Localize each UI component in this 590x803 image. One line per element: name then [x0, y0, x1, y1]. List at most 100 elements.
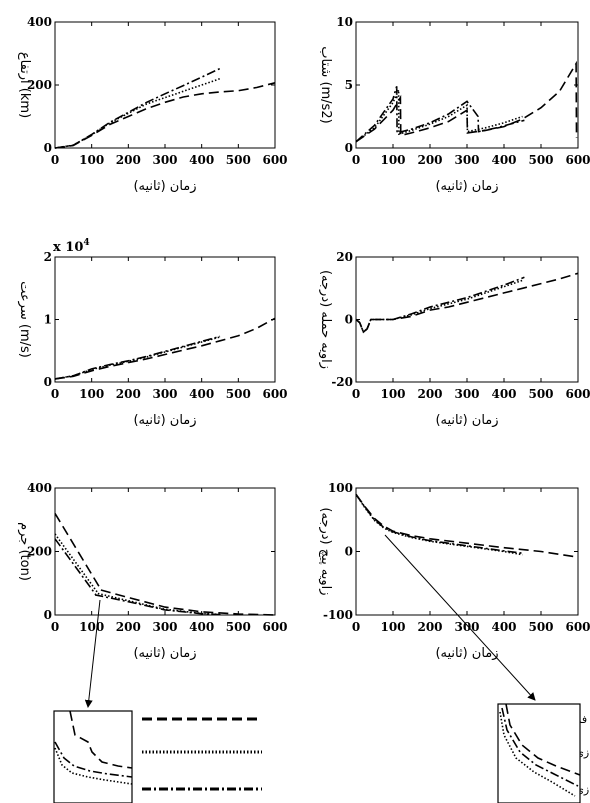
plot-frame	[355, 487, 579, 616]
x-tick-label: 100	[380, 620, 405, 634]
x-tick-label: 100	[79, 153, 104, 167]
y-tick-label: 400	[27, 15, 52, 29]
zoom-inset-mass	[53, 710, 133, 803]
inset-line-dotted	[54, 747, 133, 785]
x-tick-label: 400	[189, 387, 214, 401]
inset-line-dashdot	[54, 741, 133, 778]
x-axis-label: زمان (ثانیه)	[133, 646, 196, 661]
x-tick-label: 0	[51, 387, 59, 401]
x-tick-label: 0	[352, 387, 360, 401]
y-tick-label: 0	[44, 608, 52, 622]
x-tick-label: 0	[352, 153, 360, 167]
x-tick-label: 100	[79, 387, 104, 401]
x-axis-label: زمان (ثانیه)	[435, 413, 498, 428]
y-tick-label: 0	[345, 545, 353, 559]
x-tick-label: 100	[380, 387, 405, 401]
x-tick-label: 200	[417, 620, 442, 634]
x-tick-label: 600	[565, 620, 590, 634]
series-line-dashed	[54, 512, 276, 616]
x-tick-label: 400	[189, 153, 214, 167]
x-tick-label: 500	[528, 153, 553, 167]
series-line-dashed	[54, 82, 276, 149]
x-tick-label: 0	[51, 620, 59, 634]
y-tick-label: 0	[345, 141, 353, 155]
series-line-dashed	[355, 272, 579, 334]
axis-multiplier: x 104	[53, 238, 90, 255]
y-axis-label: زاویه پیچ (درجه)	[318, 507, 333, 595]
inset-frame	[53, 710, 133, 803]
x-tick-label: 300	[454, 620, 479, 634]
series-line-dashdot	[355, 493, 525, 555]
series-line-dashed	[355, 493, 579, 558]
x-tick-label: 500	[226, 620, 251, 634]
y-tick-label: 100	[328, 481, 353, 495]
plot-frame	[54, 256, 276, 383]
panel-5: 0 100 200 300 400 500 600 0 200 400 زمان (ثانیه) جر…	[17, 481, 288, 661]
series-line-dotted	[54, 533, 221, 616]
y-tick-label: 200	[27, 78, 52, 92]
series-line-dashed	[355, 60, 578, 143]
y-tick-label: 200	[27, 545, 52, 559]
x-tick-label: 0	[51, 153, 59, 167]
panel-1: 0 100 200 300 400 500 600 0 200 400 زمان (ثانیه) ار…	[17, 15, 288, 194]
x-tick-label: 0	[352, 620, 360, 634]
inset-line-dashdot	[501, 707, 579, 787]
x-tick-label: 200	[417, 153, 442, 167]
zoom-inset-pitch	[497, 703, 581, 803]
y-tick-label: -100	[323, 608, 353, 622]
series-line-dashdot	[355, 276, 525, 334]
inset-line-dashed	[505, 703, 581, 776]
x-tick-label: 100	[79, 620, 104, 634]
x-tick-label: 500	[226, 153, 251, 167]
y-tick-label: -20	[331, 375, 353, 389]
y-tick-label: 20	[336, 250, 353, 264]
x-tick-label: 300	[454, 153, 479, 167]
y-tick-label: 5	[345, 78, 353, 92]
x-tick-label: 200	[116, 153, 141, 167]
series-line-dashdot	[54, 66, 223, 149]
y-tick-label: 0	[345, 313, 353, 327]
x-tick-label: 600	[565, 153, 590, 167]
x-tick-label: 400	[491, 153, 516, 167]
x-tick-label: 400	[189, 620, 214, 634]
series-line-dashdot	[54, 335, 221, 380]
zoom-arrow	[384, 534, 536, 701]
y-tick-label: 1	[44, 313, 52, 327]
x-tick-label: 500	[226, 387, 251, 401]
x-tick-label: 600	[262, 153, 287, 167]
series-line-dashed	[54, 317, 276, 380]
y-tick-label: 0	[44, 375, 52, 389]
y-axis-label: زاویه حمله (درجه)	[318, 270, 333, 369]
x-tick-label: 600	[262, 387, 287, 401]
y-axis-label: ارتفاع (km)	[17, 52, 32, 118]
inset-frame	[497, 703, 581, 803]
inset-line-dashed	[69, 710, 133, 769]
x-tick-label: 300	[454, 387, 479, 401]
x-tick-label: 400	[491, 387, 516, 401]
x-tick-label: 500	[528, 387, 553, 401]
x-tick-label: 200	[116, 620, 141, 634]
x-axis-label: زمان (ثانیه)	[435, 179, 498, 194]
inset-line-dotted	[499, 711, 576, 797]
y-axis-label: شتاب (m/s2)	[318, 46, 333, 123]
plot-frame	[54, 21, 276, 149]
x-tick-label: 600	[565, 387, 590, 401]
series-line-dashdot	[54, 538, 222, 616]
y-tick-label: 400	[27, 481, 52, 495]
y-tick-label: 2	[44, 250, 52, 264]
x-tick-label: 300	[152, 620, 177, 634]
x-axis-label: زمان (ثانیه)	[133, 413, 196, 428]
x-axis-label: زمان (ثانیه)	[435, 646, 498, 661]
y-axis-label: سرعت (m/s)	[17, 281, 32, 358]
x-tick-label: 200	[417, 387, 442, 401]
x-tick-label: 200	[116, 387, 141, 401]
y-axis-label: جرم (ton)	[17, 522, 32, 581]
x-tick-label: 100	[380, 153, 405, 167]
series-line-dashdot	[355, 86, 525, 143]
zoom-arrow	[84, 599, 101, 708]
panel-2: 0 100 200 300 400 500 600 0 5 10 زمان (ثانیه) شتاب …	[318, 15, 590, 194]
series-line-dotted	[355, 279, 523, 334]
y-tick-label: 10	[336, 15, 353, 29]
